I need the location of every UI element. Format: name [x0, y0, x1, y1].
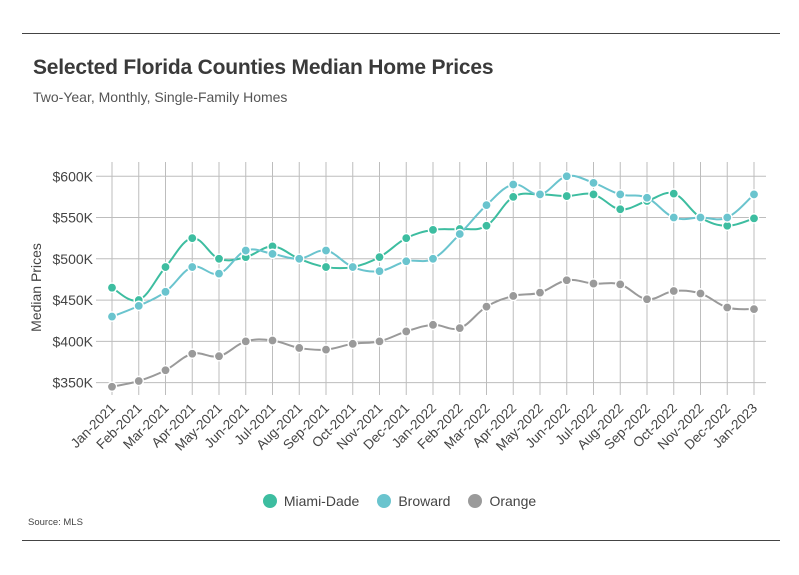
chart-legend: Miami-Dade Broward Orange [0, 493, 799, 509]
data-point-orange [293, 342, 305, 354]
legend-label: Miami-Dade [283, 493, 360, 509]
data-point-orange [213, 350, 225, 362]
data-point-orange [695, 288, 706, 299]
data-point-broward [240, 245, 252, 256]
data-point-orange [427, 319, 439, 331]
bottom-rule [22, 540, 780, 541]
legend-marker [377, 494, 392, 508]
chart-subtitle: Two-Year, Monthly, Single-Family Homes [33, 89, 288, 105]
data-point-broward [267, 248, 278, 260]
data-point-orange [347, 338, 359, 350]
data-point-miami-dade [186, 232, 198, 244]
data-point-broward [160, 286, 171, 298]
data-point-miami-dade [427, 224, 439, 236]
data-point-broward [561, 170, 573, 182]
data-point-broward [427, 253, 439, 265]
chart-title: Selected Florida Counties Median Home Pr… [33, 56, 494, 79]
source-note: Source: MLS [28, 517, 83, 528]
data-point-broward [695, 212, 706, 223]
data-point-broward [320, 245, 332, 256]
data-point-broward [588, 177, 599, 189]
data-point-broward [374, 265, 385, 277]
data-point-miami-dade [106, 282, 118, 293]
data-point-orange [267, 335, 278, 346]
data-point-orange [186, 348, 198, 360]
data-point-broward [454, 228, 466, 240]
data-point-orange [374, 336, 385, 347]
data-point-miami-dade [400, 232, 412, 244]
data-point-miami-dade [748, 213, 760, 224]
data-point-miami-dade [160, 261, 171, 273]
data-point-broward [213, 268, 225, 279]
legend-marker [468, 494, 483, 508]
data-point-orange [160, 364, 171, 376]
data-point-miami-dade [320, 261, 332, 273]
data-point-orange [588, 278, 599, 289]
data-point-broward [400, 255, 412, 267]
data-point-orange [748, 303, 760, 315]
data-point-orange [481, 301, 492, 312]
data-point-broward [668, 212, 680, 223]
y-tick-label: $600K [53, 168, 94, 184]
y-tick-label: $400K [53, 333, 94, 349]
data-point-orange [320, 344, 332, 355]
data-point-orange [106, 381, 118, 393]
y-tick-label: $500K [53, 251, 94, 267]
data-point-orange [240, 336, 252, 347]
data-point-orange [668, 285, 680, 297]
data-point-broward [748, 189, 760, 200]
data-point-broward [133, 300, 145, 312]
data-point-miami-dade [588, 189, 599, 200]
top-rule [22, 33, 780, 34]
legend-item-broward: Broward [377, 493, 450, 509]
data-point-miami-dade [507, 191, 519, 203]
data-point-orange [133, 375, 145, 387]
data-point-broward [614, 189, 626, 200]
y-axis-label: Median Prices [28, 243, 44, 332]
data-point-orange [721, 302, 733, 313]
legend-marker [262, 494, 277, 508]
legend-label: Broward [398, 493, 451, 509]
data-point-orange [614, 279, 626, 290]
y-tick-label: $550K [53, 210, 94, 226]
data-point-broward [106, 311, 118, 322]
data-point-broward [721, 212, 733, 223]
legend-label: Orange [489, 493, 537, 509]
data-point-broward [534, 189, 546, 200]
data-point-broward [641, 192, 653, 204]
data-point-miami-dade [481, 220, 492, 232]
legend-item-miami-dade: Miami-Dade [262, 493, 360, 509]
data-point-orange [454, 322, 466, 334]
data-point-broward [481, 199, 492, 211]
legend-item-orange: Orange [468, 493, 536, 509]
data-point-orange [400, 326, 412, 337]
data-point-miami-dade [614, 203, 626, 215]
data-point-broward [347, 261, 359, 273]
data-point-miami-dade [213, 253, 225, 265]
data-point-miami-dade [668, 188, 680, 199]
data-point-broward [507, 179, 519, 190]
y-tick-label: $350K [53, 375, 94, 391]
data-point-orange [641, 293, 653, 305]
data-point-broward [293, 253, 305, 265]
y-tick-label: $450K [53, 292, 94, 308]
data-point-broward [186, 261, 198, 273]
data-point-miami-dade [374, 251, 385, 263]
data-point-orange [507, 290, 519, 302]
data-point-orange [534, 287, 546, 298]
data-point-miami-dade [561, 190, 573, 202]
data-point-orange [561, 274, 573, 286]
